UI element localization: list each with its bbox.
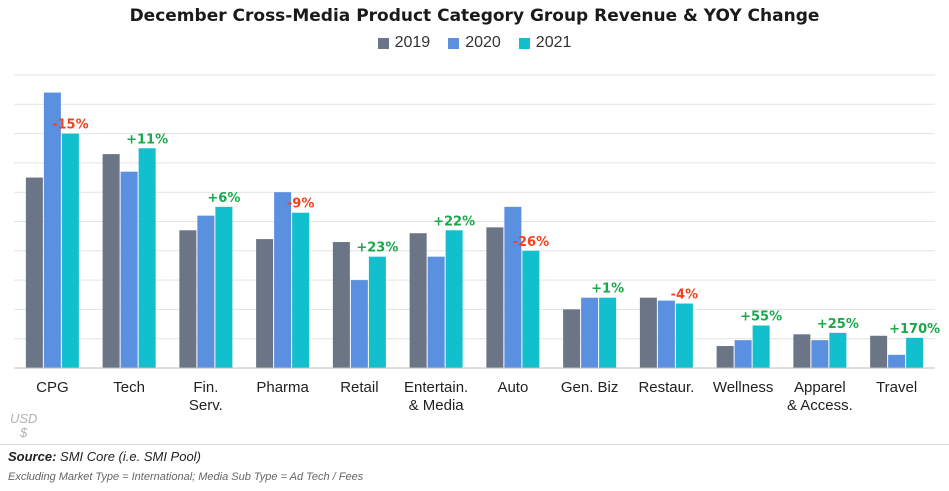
bar-2021 [61,133,79,368]
filter-note: Excluding Market Type = International; M… [8,471,364,483]
category-label: Tech [113,379,145,396]
category-label: Restaur. [638,379,694,396]
category-label: Pharma [256,379,309,396]
bar-2021 [675,303,693,368]
bar-2021 [752,325,770,368]
bar-2020 [734,340,752,368]
bar-2020 [504,206,522,368]
y-unit-line1: USD [10,411,38,426]
category-label: Fin. [193,379,218,396]
bar-2020 [120,171,138,368]
category-label: Apparel [794,379,846,396]
category-label: & Access. [787,397,853,414]
yoy-label: -9% [287,197,314,212]
bar-2019 [256,239,274,368]
yoy-label: +55% [740,310,782,325]
legend-swatch-2020 [448,37,460,49]
source-line: Source: SMI Core (i.e. SMI Pool) [8,449,201,464]
bar-2019 [563,309,581,368]
bar-2019 [716,346,734,368]
bar-2021 [138,148,156,368]
bar-2021 [445,230,463,368]
category-label: Wellness [713,379,774,396]
bar-2020 [888,354,906,368]
y-unit-label: USD $ [10,412,37,440]
legend-item-2020: 2020 [448,34,501,52]
bar-2019 [102,154,120,368]
category-label: Gen. Biz [561,379,619,396]
bar-2020 [350,280,368,368]
bar-2020 [197,215,215,368]
yoy-label: -15% [52,118,89,133]
category-label: & Media [409,397,465,414]
y-unit-line2: $ [20,425,28,440]
bar-2019 [639,297,657,368]
bar-2020 [43,92,61,368]
bar-2020 [657,300,675,368]
legend-item-2021: 2021 [518,34,572,52]
category-label: Serv. [189,397,223,414]
yoy-label: +170% [889,322,940,337]
yoy-label: -26% [513,235,550,250]
yoy-label: +1% [591,282,624,297]
footer-divider [0,444,949,445]
legend-label-2021: 2021 [535,34,572,51]
bar-2020 [811,340,829,368]
legend-label-2020: 2020 [465,34,501,51]
legend-swatch-2021 [518,37,530,49]
source-text: SMI Core (i.e. SMI Pool) [60,449,201,464]
yoy-label: +6% [207,191,240,206]
bar-2021 [599,297,617,368]
bar-2021 [829,332,847,368]
yoy-label: +23% [356,241,398,256]
bar-2019 [793,334,811,368]
yoy-label: +22% [433,214,475,229]
chart-title: December Cross-Media Product Category Gr… [129,6,820,26]
bar-2019 [179,230,197,368]
bar-2019 [25,177,43,368]
category-label: Travel [876,379,917,396]
bar-2021 [906,337,924,368]
bar-2021 [368,256,386,368]
legend: 2019 2020 2021 [0,34,949,52]
category-label: Auto [497,379,528,396]
bar-2019 [409,233,427,368]
legend-swatch-2019 [377,37,389,49]
bar-2021 [215,206,233,368]
legend-item-2019: 2019 [377,34,431,52]
yoy-label: +25% [817,317,859,332]
yoy-label: -4% [671,288,698,303]
bar-2020 [427,256,445,368]
yoy-label: +11% [126,132,168,147]
bar-2019 [332,242,350,368]
bar-2021 [522,250,540,368]
legend-label-2019: 2019 [394,34,431,51]
bar-2020 [274,192,292,368]
source-label: Source: [8,449,57,464]
category-label: Entertain. [404,379,468,396]
bar-2020 [581,297,599,368]
bar-2019 [870,335,888,368]
bar-2019 [486,227,504,368]
bar-2021 [292,212,310,368]
category-label: CPG [36,379,69,396]
category-label: Retail [340,379,378,396]
